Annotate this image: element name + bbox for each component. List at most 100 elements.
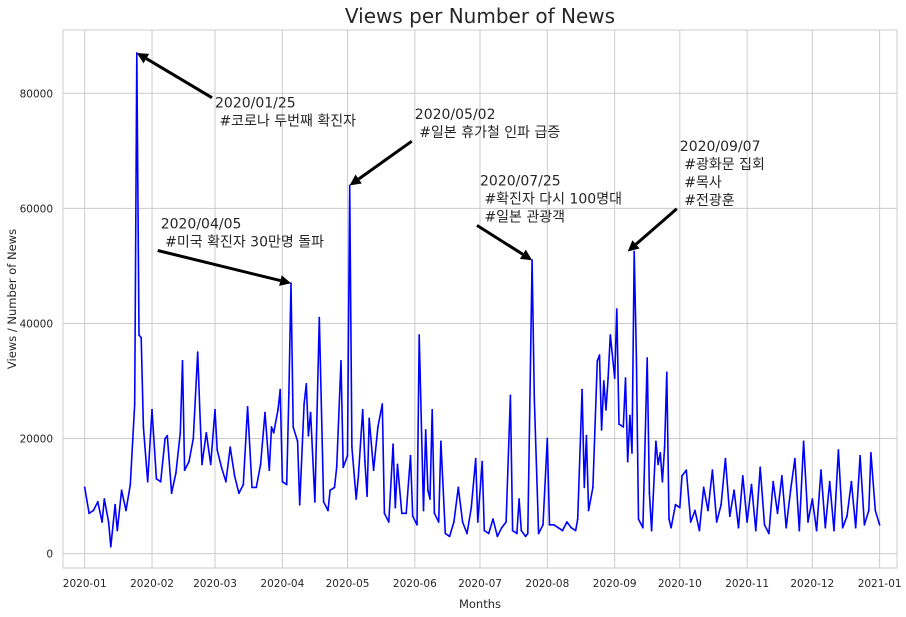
annotation-line: 2020/05/02 — [415, 107, 496, 123]
data-point — [837, 449, 840, 451]
annotation-text: 2020/07/25 #확진자 다시 100명대 #일본 관광객 — [480, 173, 622, 225]
data-point — [631, 452, 633, 454]
data-point — [537, 532, 540, 535]
annotation-arrow-head — [136, 53, 150, 64]
annotation-arrow-head — [349, 174, 362, 186]
annotation-text: 2020/09/07 #광화문 집회 #목사 #전광훈 — [680, 139, 765, 209]
data-point — [448, 535, 451, 538]
data-point — [431, 408, 434, 411]
x-tick-label: 2020-02 — [130, 578, 174, 590]
data-point — [607, 377, 609, 379]
data-point — [125, 509, 127, 512]
data-point — [592, 486, 594, 489]
data-point — [533, 397, 536, 400]
data-point — [596, 360, 599, 362]
data-point — [794, 457, 796, 460]
data-point — [394, 506, 397, 509]
x-tick-label: 2020-12 — [790, 578, 834, 590]
data-point — [702, 486, 705, 489]
y-tick-label: 0 — [46, 549, 53, 561]
data-point — [668, 518, 670, 520]
annotation-text: 2020/05/02 #일본 휴가철 인파 급증 — [415, 107, 561, 141]
data-point — [772, 480, 775, 483]
data-point — [351, 446, 353, 449]
data-point — [694, 509, 696, 512]
data-point — [524, 535, 527, 538]
data-point — [140, 336, 143, 339]
data-point — [381, 403, 384, 405]
x-tick-label: 2020-11 — [725, 578, 769, 590]
data-point — [526, 532, 529, 535]
data-point — [196, 351, 199, 354]
data-point — [120, 489, 123, 492]
data-point — [824, 526, 827, 529]
data-point — [103, 498, 106, 500]
data-point — [392, 443, 394, 446]
data-point — [674, 503, 677, 506]
data-point — [372, 469, 375, 472]
data-point — [720, 503, 722, 506]
annotation-line: 2020/01/25 — [215, 96, 296, 112]
data-point — [216, 449, 219, 451]
data-point — [220, 466, 223, 469]
data-point — [496, 535, 499, 538]
data-point — [429, 498, 431, 500]
data-point — [863, 523, 866, 526]
data-point — [598, 354, 601, 356]
data-point — [242, 483, 245, 486]
data-point — [587, 509, 590, 512]
data-point — [602, 380, 605, 382]
data-point — [585, 434, 588, 437]
data-point — [746, 521, 748, 523]
annotation-text: 2020/04/05 #미국 확진자 30만명 돌파 — [161, 217, 324, 251]
data-point — [246, 406, 249, 408]
data-point — [626, 460, 629, 463]
data-point — [870, 452, 872, 454]
data-point — [785, 526, 788, 529]
data-point — [305, 383, 308, 385]
data-point — [383, 512, 386, 515]
data-point — [433, 512, 436, 515]
data-point — [179, 431, 182, 434]
data-point — [615, 308, 618, 310]
data-point — [96, 500, 99, 503]
data-point — [661, 480, 664, 483]
y-tick-label: 60000 — [20, 203, 53, 215]
data-point — [609, 334, 612, 336]
annotation-arrow-shaft — [635, 207, 678, 246]
data-point — [437, 521, 440, 523]
data-point — [750, 483, 753, 486]
data-point — [707, 509, 709, 512]
y-tick-label: 40000 — [20, 318, 53, 330]
data-point — [715, 521, 718, 523]
data-point — [520, 529, 523, 532]
data-point — [509, 394, 512, 397]
annotation-line: #코로나 두번째 확진자 — [215, 114, 356, 130]
data-point — [405, 512, 408, 515]
data-point — [815, 529, 818, 532]
x-tick-label: 2020-01 — [63, 578, 107, 590]
data-point — [364, 460, 366, 463]
data-point — [277, 408, 279, 411]
data-point — [561, 529, 564, 532]
data-point — [181, 360, 184, 362]
data-point — [483, 529, 486, 532]
data-point — [411, 515, 414, 518]
data-point — [281, 480, 284, 483]
data-point — [444, 532, 447, 535]
data-point — [665, 371, 668, 374]
data-point — [828, 480, 831, 483]
data-point — [505, 521, 507, 523]
data-point — [833, 529, 835, 532]
data-point — [109, 545, 112, 548]
data-point — [566, 521, 568, 523]
data-point — [272, 431, 275, 434]
data-point — [238, 492, 240, 495]
annotation-line: #광화문 집회 — [680, 157, 765, 173]
data-point — [114, 503, 116, 506]
annotation-arrow-head — [279, 275, 291, 286]
data-point — [366, 495, 368, 497]
data-point — [198, 408, 201, 411]
data-point — [357, 475, 360, 477]
data-point — [192, 437, 195, 440]
